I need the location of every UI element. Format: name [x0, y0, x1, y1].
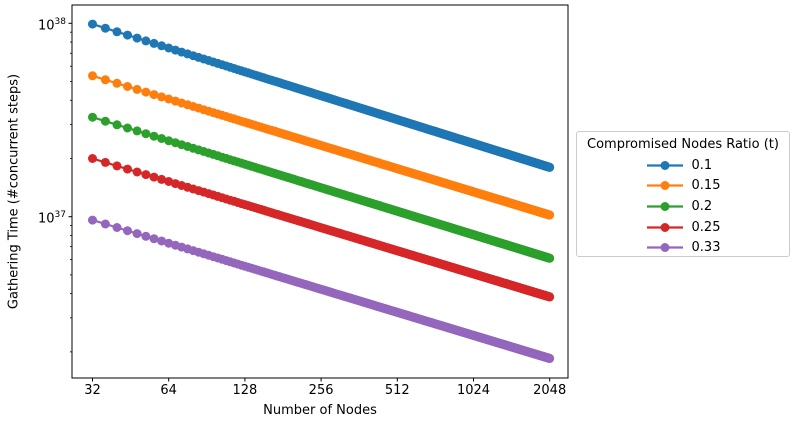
legend-entry-label: 0.2	[691, 198, 713, 214]
x-axis-title: Number of Nodes	[263, 403, 377, 418]
series-marker-0.1	[88, 19, 97, 29]
legend-entry-0.15: 0.15	[646, 176, 721, 197]
legend-entry-0.1: 0.1	[646, 155, 713, 176]
y-axis-title: Gathering Time (#concurrent steps)	[6, 73, 22, 310]
series-marker-0.15	[132, 84, 142, 94]
series-marker-0.2	[157, 134, 167, 143]
series-marker-0.1	[141, 36, 151, 46]
legend: Compromised Nodes Ratio (t) 0.1 0.15 0.2 0.…	[576, 131, 790, 257]
series-marker-0.33	[123, 226, 132, 236]
series-marker-0.2	[132, 126, 142, 136]
series-marker-0.15	[141, 87, 151, 97]
series-marker-0.2	[149, 131, 159, 141]
series-marker-0.25	[112, 161, 122, 171]
legend-entry-0.25: 0.25	[646, 217, 721, 238]
legend-entry-label: 0.15	[691, 178, 721, 194]
series-marker-0.33	[112, 223, 122, 232]
legend-title: Compromised Nodes Ratio (t)	[587, 137, 779, 152]
series-marker-0.25	[100, 157, 110, 167]
y-tick-label-1e38: 1038	[24, 14, 66, 34]
series-marker-0.1	[100, 23, 110, 33]
series-marker-0.25	[123, 164, 132, 174]
series-marker-0.2	[88, 112, 97, 122]
series-marker-0.15	[112, 78, 122, 88]
series-marker-0.1	[132, 33, 142, 43]
x-tick-label: 32	[84, 383, 101, 398]
series-marker-0.33	[132, 229, 142, 239]
plot-border	[71, 4, 569, 379]
series-marker-0.15	[123, 82, 132, 91]
series-marker-0.1	[545, 162, 555, 172]
legend-swatch-icon	[646, 160, 683, 170]
series-marker-0.33	[545, 353, 555, 363]
series-marker-0.1	[123, 30, 132, 40]
series-marker-0.25	[157, 174, 167, 184]
series-marker-0.25	[88, 154, 97, 163]
legend-entries-list: 0.1 0.15 0.2 0.25 0.33	[646, 155, 721, 258]
legend-swatch-icon	[646, 222, 683, 232]
series-marker-0.2	[112, 120, 122, 130]
x-tick-label: 512	[384, 383, 410, 398]
x-tick-label: 2048	[533, 383, 567, 398]
series-marker-0.33	[157, 236, 167, 246]
y-tick-exponent: 37	[54, 210, 66, 220]
x-tick-label: 128	[232, 383, 258, 398]
legend-entries: 0.1 0.15 0.2 0.25 0.33	[577, 155, 789, 258]
series-marker-0.1	[149, 38, 159, 48]
series-marker-0.1	[157, 41, 167, 51]
series-marker-0.25	[132, 167, 142, 177]
series-marker-0.2	[545, 253, 555, 263]
series-marker-0.15	[157, 92, 167, 102]
tick-marks	[68, 22, 551, 382]
legend-swatch-icon	[646, 181, 683, 191]
series-marker-0.33	[149, 234, 159, 244]
x-tick-label: 256	[308, 383, 334, 398]
series-marker-0.15	[149, 90, 159, 100]
series-marker-0.15	[88, 71, 97, 81]
legend-entry-0.33: 0.33	[646, 237, 721, 258]
legend-swatch-icon	[646, 243, 683, 253]
y-tick-label-1e37: 1037	[24, 207, 66, 227]
series-marker-0.2	[141, 129, 151, 139]
y-tick-base: 10	[38, 211, 55, 227]
series-marker-0.25	[141, 170, 151, 180]
x-tick-label: 1024	[456, 383, 491, 398]
x-tick-label: 64	[160, 383, 177, 398]
series-marker-0.2	[100, 116, 110, 126]
series-marker-0.33	[141, 231, 151, 241]
y-tick-base: 10	[38, 18, 55, 34]
y-tick-exponent: 38	[54, 17, 66, 27]
series-marker-0.15	[545, 210, 555, 220]
series-marker-0.33	[100, 219, 110, 229]
legend-swatch-icon	[646, 201, 683, 211]
series-group	[88, 19, 555, 363]
legend-entry-0.2: 0.2	[646, 196, 713, 217]
legend-entry-label: 0.1	[691, 157, 713, 173]
series-marker-0.2	[123, 123, 132, 133]
series-marker-0.15	[100, 75, 110, 85]
legend-entry-label: 0.33	[691, 240, 721, 256]
legend-entry-label: 0.25	[691, 219, 721, 235]
series-marker-0.25	[545, 292, 555, 302]
series-marker-0.25	[149, 172, 159, 182]
series-marker-0.1	[112, 27, 122, 37]
series-marker-0.33	[88, 215, 97, 225]
